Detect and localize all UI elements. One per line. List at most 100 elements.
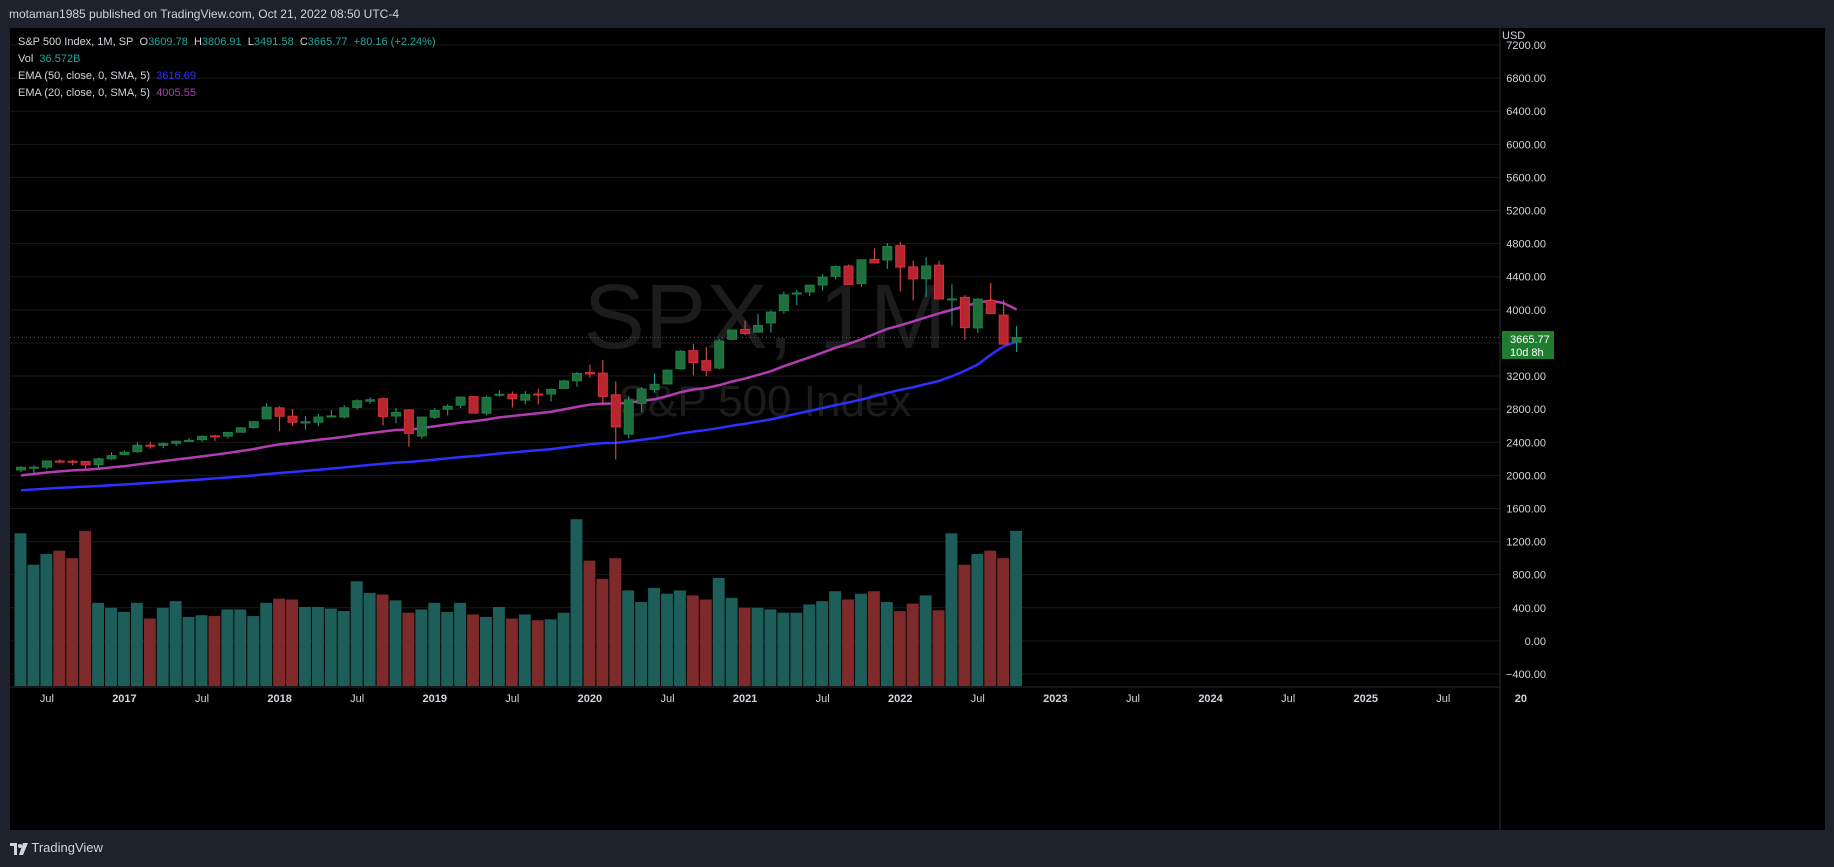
candle [339, 405, 350, 419]
time-tick-label: 2022 [888, 693, 912, 705]
candle-body [339, 407, 350, 418]
candle-body [158, 443, 169, 446]
candle-body [16, 466, 26, 471]
time-tick-label: 2024 [1198, 693, 1223, 705]
candle-body [403, 409, 414, 434]
volume-bar [66, 558, 79, 686]
volume-bar [143, 618, 156, 686]
candle [1011, 325, 1022, 352]
time-tick-label: Jul [1126, 693, 1140, 705]
footer-brand[interactable]: TradingView [31, 840, 103, 855]
volume-bars [14, 519, 1023, 686]
candle [300, 415, 311, 430]
candle-body [184, 439, 195, 442]
volume-bar [932, 610, 945, 686]
candle [416, 416, 427, 439]
candle-body [597, 372, 608, 397]
volume-bar [893, 611, 906, 686]
candle-body [507, 393, 518, 400]
candle-body [106, 455, 117, 460]
time-tick-label: Jul [816, 693, 830, 705]
volume-bar [376, 594, 389, 686]
candle-body [171, 440, 182, 444]
volume-bar [958, 564, 971, 686]
price-axis[interactable]: USD 7200.00 6800.00 6400.00 6000.00 5600.00 5… [1499, 28, 1546, 830]
candle [571, 372, 582, 387]
candle [972, 298, 983, 333]
volume-bar [221, 609, 234, 686]
volume-bar [570, 519, 583, 686]
legend-volume-label: Vol [18, 53, 34, 65]
candle-body [778, 294, 789, 312]
candle-body [1011, 336, 1022, 343]
legend-ema20-row[interactable]: EMA (20, close, 0, SMA, 5) 4005.55 [18, 85, 436, 102]
candle-body [222, 431, 233, 437]
volume-bar [699, 599, 712, 686]
chart-svg[interactable]: SPX, 1M S&P 500 Index USD 7200.00 6800.00… [10, 28, 1825, 830]
price-tick-label: 3200.00 [1506, 371, 1546, 383]
legend-symbol[interactable]: S&P 500 Index, 1M, SP [18, 36, 134, 48]
candle-body [817, 276, 828, 286]
chart-pane[interactable]: SPX, 1M S&P 500 Index USD 7200.00 6800.00… [10, 28, 1825, 830]
candle-body [882, 245, 893, 261]
candle-body [442, 405, 453, 410]
price-tick-label: −400.00 [1506, 669, 1546, 681]
candle [740, 320, 751, 336]
candle-body [584, 371, 595, 375]
volume-bar [273, 598, 286, 686]
volume-bar [777, 612, 790, 686]
volume-bar [363, 592, 376, 686]
volume-bar [117, 611, 130, 686]
volume-bar [311, 606, 324, 686]
candle [959, 295, 970, 340]
candle [390, 407, 401, 424]
volume-bar [984, 550, 997, 686]
volume-bar [596, 578, 609, 686]
time-axis[interactable]: Jul 2017 Jul 2018 Jul 2019 Jul 2020 Jul 2021 Jul 20… [10, 686, 1527, 705]
legend-ohlc-row: S&P 500 Index, 1M, SP O3609.78 H3806.91 … [18, 34, 436, 51]
candle [171, 440, 182, 447]
price-badge-countdown: 10d 8h [1510, 347, 1544, 359]
volume-bar [738, 607, 751, 686]
legend-volume-row[interactable]: Vol 36.572B [18, 51, 436, 68]
time-tick-label: Jul [505, 693, 519, 705]
candle-body [559, 380, 570, 389]
price-tick-label: 6800.00 [1506, 73, 1546, 85]
candle [106, 452, 117, 460]
candle-body [80, 460, 91, 466]
time-tick-label: 2023 [1043, 693, 1067, 705]
candle-body [727, 329, 738, 340]
volume-bar [816, 601, 829, 686]
candle-body [93, 458, 104, 466]
volume-bar [53, 550, 66, 686]
candle [326, 409, 337, 418]
volume-bar [337, 611, 350, 686]
candle-body [649, 383, 660, 390]
volume-bar [350, 581, 363, 686]
candle [365, 397, 376, 404]
candle [197, 435, 208, 442]
candle-body [67, 460, 78, 463]
candle [946, 284, 957, 326]
candle [804, 284, 815, 297]
volume-bar [919, 595, 932, 686]
volume-bar [648, 587, 661, 686]
candle [429, 408, 440, 420]
candle [403, 409, 414, 447]
candle [222, 431, 233, 439]
candle [352, 399, 363, 410]
price-tick-label: 5200.00 [1506, 206, 1546, 218]
volume-bar [997, 558, 1010, 686]
volume-bar [389, 600, 402, 686]
legend-ema50-row[interactable]: EMA (50, close, 0, SMA, 5) 3616.69 [18, 68, 436, 85]
price-tick-label: 1200.00 [1506, 537, 1546, 549]
volume-bar [505, 618, 518, 686]
volume-bar [402, 612, 415, 686]
volume-bar [208, 616, 221, 686]
candle [546, 388, 557, 402]
volume-bar [557, 612, 570, 686]
candle [921, 257, 932, 297]
volume-bar [454, 602, 467, 686]
volume-bar [105, 607, 117, 686]
candle-body [869, 258, 880, 264]
